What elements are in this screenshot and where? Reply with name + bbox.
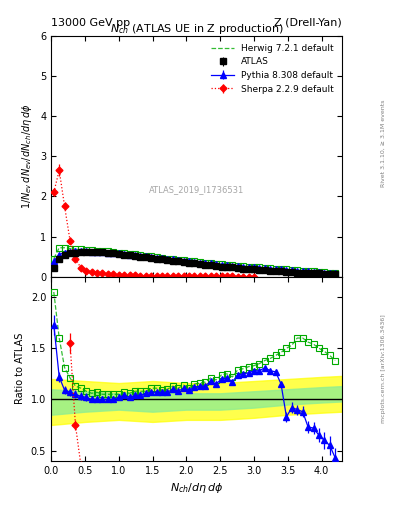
Herwig 7.2.1 default: [57, 245, 62, 251]
Text: 13000 GeV pp: 13000 GeV pp: [51, 18, 130, 28]
Herwig 7.2.1 default: [219, 261, 224, 267]
X-axis label: $N_{ch}/d\eta\,d\phi$: $N_{ch}/d\eta\,d\phi$: [170, 481, 223, 495]
Text: ATLAS_2019_I1736531: ATLAS_2019_I1736531: [149, 185, 244, 195]
Herwig 7.2.1 default: [224, 262, 229, 268]
Y-axis label: Ratio to ATLAS: Ratio to ATLAS: [15, 333, 25, 404]
Text: mcplots.cern.ch [arXiv:1306.3436]: mcplots.cern.ch [arXiv:1306.3436]: [381, 314, 386, 423]
Herwig 7.2.1 default: [235, 263, 240, 269]
Herwig 7.2.1 default: [333, 270, 338, 276]
Y-axis label: $1/N_{ev}\,dN_{ev}/dN_{ch}/d\eta\,d\phi$: $1/N_{ev}\,dN_{ev}/dN_{ch}/d\eta\,d\phi$: [20, 103, 35, 209]
Herwig 7.2.1 default: [132, 251, 137, 257]
Herwig 7.2.1 default: [273, 266, 278, 272]
Title: $N_{ch}$ (ATLAS UE in Z production): $N_{ch}$ (ATLAS UE in Z production): [110, 22, 283, 36]
Legend: Herwig 7.2.1 default, ATLAS, Pythia 8.308 default, Sherpa 2.2.9 default: Herwig 7.2.1 default, ATLAS, Pythia 8.30…: [208, 40, 338, 97]
Text: Z (Drell-Yan): Z (Drell-Yan): [274, 18, 342, 28]
Herwig 7.2.1 default: [306, 268, 310, 274]
Herwig 7.2.1 default: [51, 255, 56, 262]
Text: Rivet 3.1.10, ≥ 3.1M events: Rivet 3.1.10, ≥ 3.1M events: [381, 100, 386, 187]
Line: Herwig 7.2.1 default: Herwig 7.2.1 default: [54, 248, 335, 273]
